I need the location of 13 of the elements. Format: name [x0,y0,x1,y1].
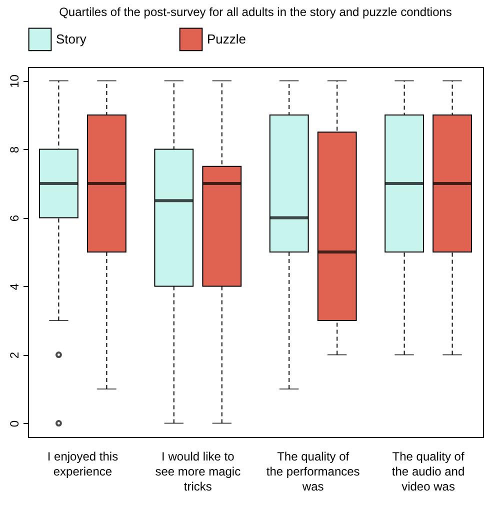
y-tick-label: 2 [8,352,22,359]
y-tick-label: 8 [8,146,22,154]
x-tick-label: The quality of the audio and video was [392,450,465,494]
chart-title: Quartiles of the post-survey for all adults in the story and puzzle condtions [59,5,452,19]
x-tick-label: I enjoyed this experience [47,450,118,478]
x-tick-label: I would like to see more magic tricks [155,450,241,494]
legend-label: Puzzle [207,31,246,46]
legend-label: Story [56,31,87,46]
y-tick-label: 0 [8,420,22,428]
y-tick-label: 4 [8,283,22,290]
y-tick-label: 10 [8,74,22,88]
x-tick-label: The quality of the performances was [266,450,360,494]
y-tick-label: 6 [8,214,22,222]
